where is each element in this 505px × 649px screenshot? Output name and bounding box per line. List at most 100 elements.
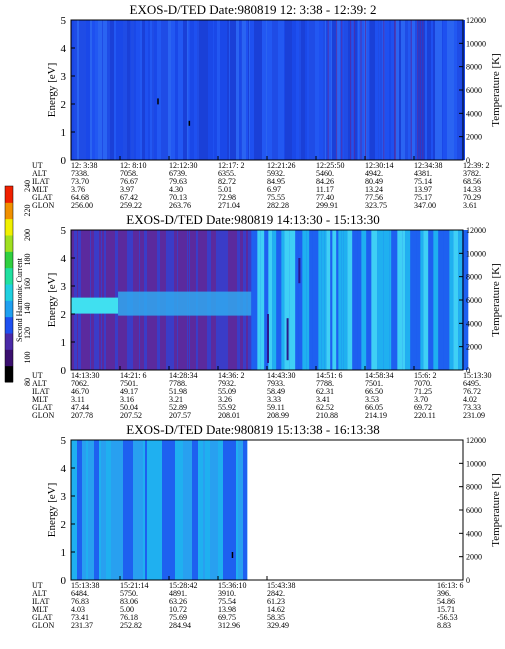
info-value: 14:36: 2 xyxy=(218,371,244,380)
heatmap-cell xyxy=(309,230,313,370)
info-value: 76.72 xyxy=(463,387,481,396)
info-value: 15:28:42 xyxy=(169,581,197,590)
info-row-label: UT xyxy=(32,371,43,380)
info-value: 77.56 xyxy=(365,193,383,202)
info-row-label: ILAT xyxy=(32,177,49,186)
heatmap-cell xyxy=(109,440,111,580)
heatmap-cell xyxy=(401,20,405,160)
y-tick-label: 5 xyxy=(61,435,67,447)
info-row-label: ILAT xyxy=(32,387,49,396)
info-value: 14:43:30 xyxy=(267,371,295,380)
heatmap-cell xyxy=(217,20,220,160)
info-value: 214.19 xyxy=(365,411,387,420)
heatmap-cell xyxy=(449,230,454,370)
info-value: 68.56 xyxy=(463,177,481,186)
info-value: 62.31 xyxy=(316,387,334,396)
info-value: 70.29 xyxy=(463,193,481,202)
heatmap-cell xyxy=(98,20,102,160)
heatmap-cell xyxy=(238,440,243,580)
heatmap-cell xyxy=(243,20,246,160)
heatmap-cell xyxy=(250,20,254,160)
heatmap-cell xyxy=(451,20,454,160)
heatmap-cell xyxy=(121,20,123,160)
info-value: 347.00 xyxy=(414,201,436,210)
info-value: 55.92 xyxy=(218,403,236,412)
heatmap-trace xyxy=(267,314,269,363)
heatmap-cell xyxy=(115,440,119,580)
heatmap-cell xyxy=(169,440,175,580)
heatmap-cell xyxy=(175,20,178,160)
heatmap-cell xyxy=(107,20,110,160)
info-row-label: ILAT xyxy=(32,597,49,606)
info-value: 67.42 xyxy=(120,193,138,202)
info-value: 66.05 xyxy=(365,403,383,412)
heatmap-cell xyxy=(272,230,277,370)
heatmap-cell xyxy=(212,20,213,160)
info-value: 6739. xyxy=(169,169,187,178)
info-value: 82.72 xyxy=(218,177,236,186)
heatmap-cell xyxy=(79,20,83,160)
info-value: 6495. xyxy=(463,379,481,388)
info-value: 55.09 xyxy=(218,387,236,396)
heatmap-cell xyxy=(284,230,290,370)
info-value: 6355. xyxy=(218,169,236,178)
info-value: 7070. xyxy=(414,379,432,388)
info-value: 15.71 xyxy=(437,605,455,614)
heatmap-cell xyxy=(190,20,194,160)
heatmap-cell xyxy=(127,20,130,160)
heatmap-cell xyxy=(299,20,301,160)
heatmap-cell xyxy=(330,230,333,370)
info-value: 58.49 xyxy=(267,387,285,396)
info-value: 4891. xyxy=(169,589,187,598)
heatmap-cell xyxy=(203,440,205,580)
info-value: 12:17: 2 xyxy=(218,161,244,170)
y2-tick-label: 6000 xyxy=(466,506,482,515)
info-value: 284.94 xyxy=(169,621,191,630)
heatmap-cell xyxy=(227,20,229,160)
heatmap-cell xyxy=(389,20,391,160)
heatmap-cell xyxy=(123,20,127,160)
info-value: 80.49 xyxy=(365,177,383,186)
info-value: 71.25 xyxy=(414,387,432,396)
heatmap-cell xyxy=(359,20,360,160)
heatmap-cell xyxy=(249,20,250,160)
heatmap-cell xyxy=(198,440,203,580)
info-value: 7058. xyxy=(120,169,138,178)
heatmap-cell xyxy=(374,20,375,160)
heatmap-cell xyxy=(150,20,152,160)
heatmap-cell xyxy=(405,230,411,370)
heatmap-cell xyxy=(258,20,262,160)
heatmap-cell xyxy=(77,20,79,160)
heatmap-cell xyxy=(147,440,149,580)
info-value: 4.02 xyxy=(463,395,477,404)
heatmap-cell xyxy=(435,20,438,160)
heatmap-cell xyxy=(214,20,217,160)
info-row-label: GLON xyxy=(32,621,54,630)
info-value: 7062. xyxy=(71,379,89,388)
y-tick-label: 0 xyxy=(61,365,67,377)
heatmap-cell xyxy=(276,20,278,160)
info-value: 10.72 xyxy=(169,605,187,614)
heatmap-cell xyxy=(86,440,88,580)
info-value: 208.01 xyxy=(218,411,240,420)
info-value: 256.00 xyxy=(71,201,93,210)
info-value: 51.98 xyxy=(169,387,187,396)
info-row-label: GLAT xyxy=(32,613,53,622)
heatmap-cell xyxy=(239,20,241,160)
heatmap-cell xyxy=(248,20,249,160)
heatmap-cell xyxy=(136,20,140,160)
heatmap-cell xyxy=(271,20,272,160)
info-value: 7788. xyxy=(316,379,334,388)
heatmap-cell xyxy=(312,230,319,370)
heatmap-streak xyxy=(410,20,412,160)
info-row-label: GLAT xyxy=(32,193,53,202)
heatmap-cell xyxy=(366,230,372,370)
heatmap-cell xyxy=(246,20,248,160)
heatmap-cell xyxy=(391,230,398,370)
heatmap-cell xyxy=(357,20,358,160)
heatmap-cell xyxy=(129,440,133,580)
info-value: 50.04 xyxy=(120,403,138,412)
heatmap-cell xyxy=(353,20,354,160)
heatmap-cell xyxy=(371,230,378,370)
colorbar-segment xyxy=(5,333,13,350)
